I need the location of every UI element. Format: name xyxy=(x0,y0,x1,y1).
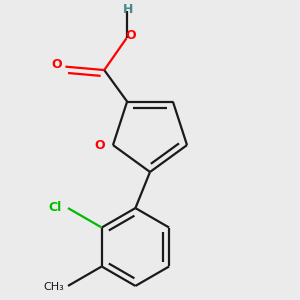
Text: Cl: Cl xyxy=(49,201,62,214)
Text: O: O xyxy=(95,139,105,152)
Text: O: O xyxy=(52,58,62,71)
Text: H: H xyxy=(123,3,134,16)
Text: CH₃: CH₃ xyxy=(44,282,64,292)
Text: O: O xyxy=(125,29,136,42)
